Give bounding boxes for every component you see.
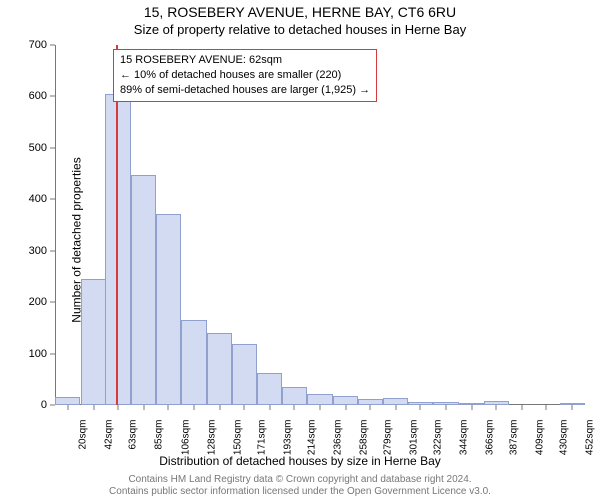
x-tick-label: 236sqm xyxy=(332,420,343,456)
y-tick-mark xyxy=(50,199,55,200)
histogram-bar xyxy=(131,175,156,405)
x-tick-mark xyxy=(219,405,220,410)
y-tick-mark xyxy=(50,353,55,354)
x-axis-label: Distribution of detached houses by size … xyxy=(0,454,600,468)
x-tick-mark xyxy=(496,405,497,410)
x-tick-label: 63sqm xyxy=(128,420,139,450)
y-tick-label: 300 xyxy=(29,245,47,257)
y-tick-label: 500 xyxy=(29,142,47,154)
x-tick-label: 279sqm xyxy=(382,420,393,456)
x-tick-mark xyxy=(420,405,421,410)
y-tick-label: 600 xyxy=(29,90,47,102)
x-tick-label: 301sqm xyxy=(408,420,419,456)
x-tick-mark xyxy=(320,405,321,410)
chart-subtitle: Size of property relative to detached ho… xyxy=(0,22,600,37)
histogram-bar xyxy=(282,387,307,406)
plot-area: 010020030040050060070020sqm42sqm63sqm85s… xyxy=(55,45,585,405)
histogram-bar xyxy=(408,402,433,405)
x-tick-mark xyxy=(345,405,346,410)
x-tick-label: 20sqm xyxy=(77,420,88,450)
annotation-box: 15 ROSEBERY AVENUE: 62sqm← 10% of detach… xyxy=(113,49,377,102)
x-tick-label: 171sqm xyxy=(256,420,267,456)
x-tick-mark xyxy=(471,405,472,410)
x-tick-label: 452sqm xyxy=(584,420,595,456)
x-tick-mark xyxy=(143,405,144,410)
x-tick-mark xyxy=(546,405,547,410)
footer-line-1: Contains HM Land Registry data © Crown c… xyxy=(0,474,600,486)
histogram-bar xyxy=(181,320,206,405)
x-tick-label: 106sqm xyxy=(181,420,192,456)
histogram-bar xyxy=(207,333,232,405)
histogram-bar xyxy=(333,396,358,405)
x-tick-label: 322sqm xyxy=(433,420,444,456)
histogram-bar xyxy=(81,279,106,405)
x-tick-label: 150sqm xyxy=(232,420,243,456)
histogram-bar xyxy=(55,397,80,405)
x-tick-mark xyxy=(193,405,194,410)
histogram-bar xyxy=(383,398,408,405)
y-tick-mark xyxy=(50,250,55,251)
histogram-bar xyxy=(459,403,484,405)
y-tick-label: 700 xyxy=(29,39,47,51)
histogram-bar xyxy=(358,399,383,405)
footer: Contains HM Land Registry data © Crown c… xyxy=(0,474,600,498)
x-tick-mark xyxy=(572,405,573,410)
y-tick-label: 100 xyxy=(29,348,47,360)
x-tick-label: 85sqm xyxy=(153,420,164,450)
x-tick-mark xyxy=(118,405,119,410)
x-tick-mark xyxy=(446,405,447,410)
y-tick-mark xyxy=(50,45,55,46)
x-tick-mark xyxy=(244,405,245,410)
histogram-bar xyxy=(433,402,458,405)
x-tick-label: 387sqm xyxy=(509,420,520,456)
x-tick-label: 430sqm xyxy=(559,420,570,456)
x-tick-label: 344sqm xyxy=(458,420,469,456)
y-tick-label: 400 xyxy=(29,193,47,205)
histogram-bar xyxy=(307,394,332,405)
x-tick-mark xyxy=(269,405,270,410)
x-tick-label: 409sqm xyxy=(534,420,545,456)
annotation-line: 15 ROSEBERY AVENUE: 62sqm xyxy=(120,53,370,68)
x-tick-label: 258sqm xyxy=(358,420,369,456)
x-tick-mark xyxy=(168,405,169,410)
y-tick-mark xyxy=(50,147,55,148)
annotation-line: ← 10% of detached houses are smaller (22… xyxy=(120,68,370,83)
histogram-bar xyxy=(560,403,585,405)
x-tick-mark xyxy=(370,405,371,410)
histogram-bar xyxy=(105,94,130,405)
x-tick-mark xyxy=(521,405,522,410)
y-tick-label: 0 xyxy=(41,399,47,411)
x-tick-label: 128sqm xyxy=(206,420,217,456)
x-tick-label: 366sqm xyxy=(484,420,495,456)
y-tick-mark xyxy=(50,96,55,97)
histogram-bar xyxy=(484,401,509,405)
chart-title: 15, ROSEBERY AVENUE, HERNE BAY, CT6 6RU xyxy=(0,4,600,20)
y-tick-mark xyxy=(50,302,55,303)
histogram-bar xyxy=(156,214,181,405)
x-tick-mark xyxy=(67,405,68,410)
x-tick-mark xyxy=(294,405,295,410)
x-tick-mark xyxy=(395,405,396,410)
x-tick-label: 42sqm xyxy=(103,420,114,450)
x-tick-mark xyxy=(93,405,94,410)
y-tick-label: 200 xyxy=(29,296,47,308)
x-tick-label: 193sqm xyxy=(282,420,293,456)
x-tick-label: 214sqm xyxy=(307,420,318,456)
annotation-line: 89% of semi-detached houses are larger (… xyxy=(120,83,370,98)
histogram-bar xyxy=(232,344,257,405)
footer-line-2: Contains public sector information licen… xyxy=(0,486,600,498)
histogram-bar xyxy=(257,373,282,405)
